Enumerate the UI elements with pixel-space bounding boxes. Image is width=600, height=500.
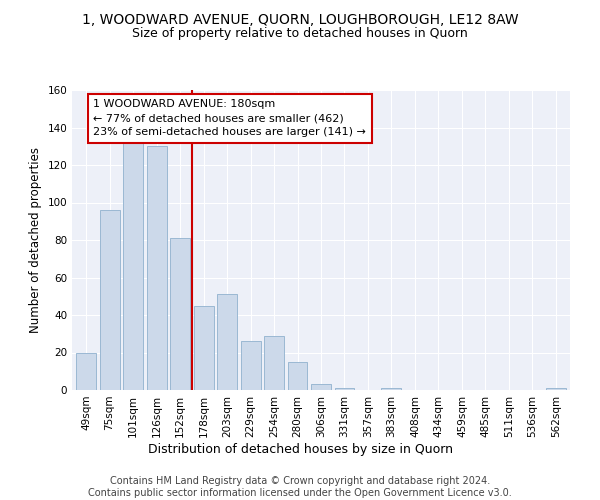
Y-axis label: Number of detached properties: Number of detached properties <box>29 147 42 333</box>
Bar <box>123 138 143 390</box>
Bar <box>311 384 331 390</box>
Bar <box>287 362 307 390</box>
Bar <box>546 388 566 390</box>
Text: Size of property relative to detached houses in Quorn: Size of property relative to detached ho… <box>132 28 468 40</box>
Bar <box>264 336 284 390</box>
Bar <box>76 352 96 390</box>
Bar <box>100 210 119 390</box>
Bar <box>146 146 167 390</box>
Bar <box>382 388 401 390</box>
Text: 1, WOODWARD AVENUE, QUORN, LOUGHBOROUGH, LE12 8AW: 1, WOODWARD AVENUE, QUORN, LOUGHBOROUGH,… <box>82 12 518 26</box>
Text: 1 WOODWARD AVENUE: 180sqm
← 77% of detached houses are smaller (462)
23% of semi: 1 WOODWARD AVENUE: 180sqm ← 77% of detac… <box>93 100 366 138</box>
Text: Contains HM Land Registry data © Crown copyright and database right 2024.
Contai: Contains HM Land Registry data © Crown c… <box>88 476 512 498</box>
Bar <box>217 294 237 390</box>
Bar <box>335 388 355 390</box>
Text: Distribution of detached houses by size in Quorn: Distribution of detached houses by size … <box>148 442 452 456</box>
Bar <box>170 238 190 390</box>
Bar <box>194 306 214 390</box>
Bar <box>241 341 260 390</box>
